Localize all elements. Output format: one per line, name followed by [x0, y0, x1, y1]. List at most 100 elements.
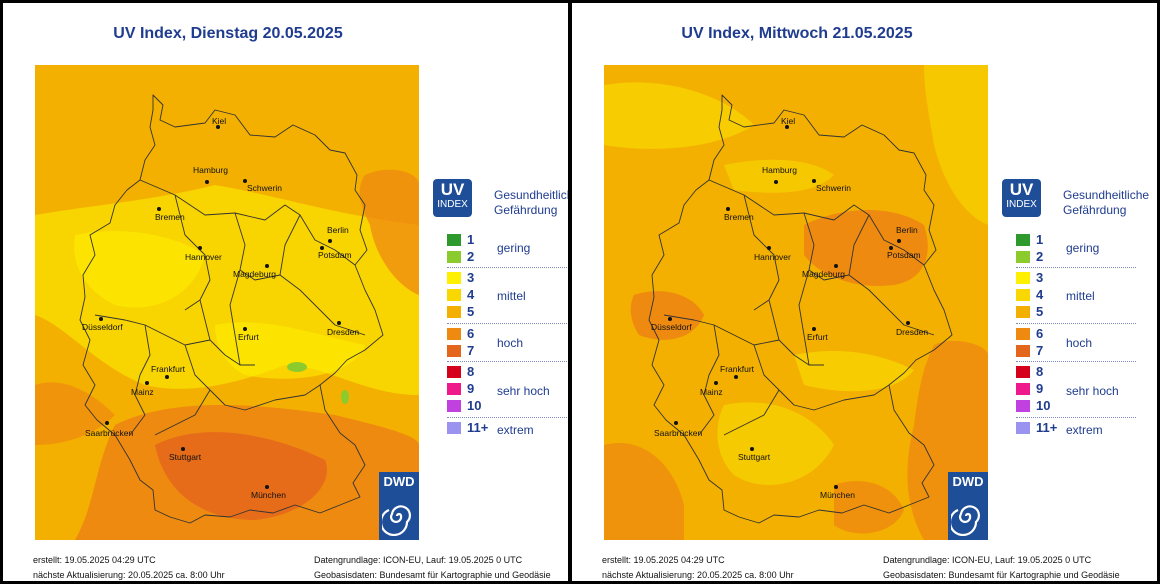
city-label-stuttgart: Stuttgart [169, 452, 202, 462]
legend-heading: Gesundheitliche Gefährdung [494, 188, 568, 217]
footer-next-update: nächste Aktualisierung: 20.05.2025 ca. 8… [33, 570, 225, 580]
legend-value: 11+ [1036, 420, 1058, 435]
footer-created: erstellt: 19.05.2025 04:29 UTC [602, 555, 725, 565]
swirl-icon [382, 505, 411, 536]
legend-value: 4 [1036, 287, 1044, 302]
legend-separator [447, 267, 567, 268]
legend-value: 10 [467, 398, 482, 413]
legend-separator [447, 323, 567, 324]
footer-created: erstellt: 19.05.2025 04:29 UTC [33, 555, 156, 565]
legend-separator [447, 417, 567, 418]
dwd-logo: DWD [948, 472, 988, 540]
legend-value: 1 [467, 232, 475, 247]
city-label-kiel: Kiel [212, 116, 226, 126]
legend-separator [1016, 267, 1136, 268]
footer-geo-basis: Geobasisdaten: Bundesamt für Kartographi… [883, 570, 1120, 580]
legend-value: 1 [1036, 232, 1044, 247]
dwd-logo-text: DWD [383, 474, 415, 489]
legend-swatch [447, 234, 461, 246]
city-label-potsdam: Potsdam [887, 250, 921, 260]
city-label-magdeburg: Magdeburg [802, 269, 845, 279]
city-label-erfurt: Erfurt [238, 332, 259, 342]
city-label-erfurt: Erfurt [807, 332, 828, 342]
legend-swatch [1016, 366, 1030, 378]
legend-swatch [447, 306, 461, 318]
city-label-stuttgart: Stuttgart [738, 452, 771, 462]
panel-title: UV Index, Mittwoch 21.05.2025 [681, 25, 913, 42]
legend-value: 2 [1036, 249, 1044, 264]
legend-category: extrem [1066, 423, 1103, 437]
city-label-potsdam: Potsdam [318, 250, 352, 260]
legend-value: 3 [467, 270, 475, 285]
legend-swatch [447, 366, 461, 378]
legend-swatch [447, 289, 461, 301]
legend-category: extrem [497, 423, 534, 437]
city-label-berlin: Berlin [896, 225, 918, 235]
panel-title: UV Index, Dienstag 20.05.2025 [113, 25, 343, 42]
legend-value: 4 [467, 287, 475, 302]
legend-swatch [447, 272, 461, 284]
city-label-hamburg: Hamburg [762, 165, 797, 175]
legend-swatch [447, 422, 461, 434]
city-label-frankfurt: Frankfurt [151, 364, 186, 374]
legend-separator [1016, 361, 1136, 362]
legend-swatch [1016, 289, 1030, 301]
city-label-berlin: Berlin [327, 225, 349, 235]
legend-category: gering [1066, 241, 1100, 255]
legend-swatch [1016, 328, 1030, 340]
city-label-schwerin: Schwerin [247, 183, 282, 193]
city-label-duesseldorf: Düsseldorf [651, 322, 692, 332]
footer-data-basis: Datengrundlage: ICON-EU, Lauf: 19.05.202… [883, 555, 1092, 565]
legend-swatch [1016, 345, 1030, 357]
legend-value: 7 [467, 343, 475, 358]
legend-category: hoch [497, 336, 524, 350]
legend-swatch [447, 251, 461, 263]
legend-category: gering [497, 241, 531, 255]
legend-swatch [1016, 272, 1030, 284]
city-label-frankfurt: Frankfurt [720, 364, 755, 374]
legend-value: 8 [1036, 364, 1044, 379]
legend-swatch [1016, 400, 1030, 412]
city-label-mainz: Mainz [700, 387, 723, 397]
legend-swatch [447, 328, 461, 340]
legend-swatch [1016, 422, 1030, 434]
city-label-duesseldorf: Düsseldorf [82, 322, 123, 332]
legend-separator [447, 361, 567, 362]
uv-index-badge: UV INDEX [433, 179, 472, 217]
legend-value: 10 [1036, 398, 1051, 413]
uv-map: Kiel Hamburg Schwerin Bremen Berlin Pots… [604, 65, 988, 540]
legend-value: 3 [1036, 270, 1044, 285]
legend-swatch [1016, 383, 1030, 395]
legend-value: 9 [467, 381, 475, 396]
uv-map-panel-tuesday: UV Index, Dienstag 20.05.2025 [3, 3, 568, 581]
legend-value: 8 [467, 364, 475, 379]
legend-category: sehr hoch [497, 384, 550, 398]
legend-category: mittel [497, 289, 526, 303]
city-label-bremen: Bremen [724, 212, 754, 222]
dwd-logo-text: DWD [952, 474, 984, 489]
legend-swatch [447, 345, 461, 357]
city-label-bremen: Bremen [155, 212, 185, 222]
city-label-muenchen: München [820, 490, 855, 500]
legend-value: 5 [467, 304, 475, 319]
uv-index-badge: UV INDEX [1002, 179, 1041, 217]
legend-category: sehr hoch [1066, 384, 1119, 398]
uv-map-panel-wednesday: UV Index, Mittwoch 21.05.2025 [572, 3, 1157, 581]
legend-swatch [1016, 306, 1030, 318]
uv-map: Kiel Hamburg Schwerin Bremen Berlin Pots… [35, 65, 419, 540]
swirl-icon [951, 505, 980, 536]
legend-category: hoch [1066, 336, 1093, 350]
footer-next-update: nächste Aktualisierung: 20.05.2025 ca. 8… [602, 570, 794, 580]
legend-value: 7 [1036, 343, 1044, 358]
city-label-hannover: Hannover [754, 252, 791, 262]
city-label-hamburg: Hamburg [193, 165, 228, 175]
city-label-saarbruecken: Saarbrücken [654, 428, 702, 438]
city-label-muenchen: München [251, 490, 286, 500]
footer-data-basis: Datengrundlage: ICON-EU, Lauf: 19.05.202… [314, 555, 523, 565]
city-label-kiel: Kiel [781, 116, 795, 126]
legend-value: 2 [467, 249, 475, 264]
legend-category: mittel [1066, 289, 1095, 303]
legend-value: 11+ [467, 420, 489, 435]
city-label-dresden: Dresden [327, 327, 359, 337]
city-label-hannover: Hannover [185, 252, 222, 262]
